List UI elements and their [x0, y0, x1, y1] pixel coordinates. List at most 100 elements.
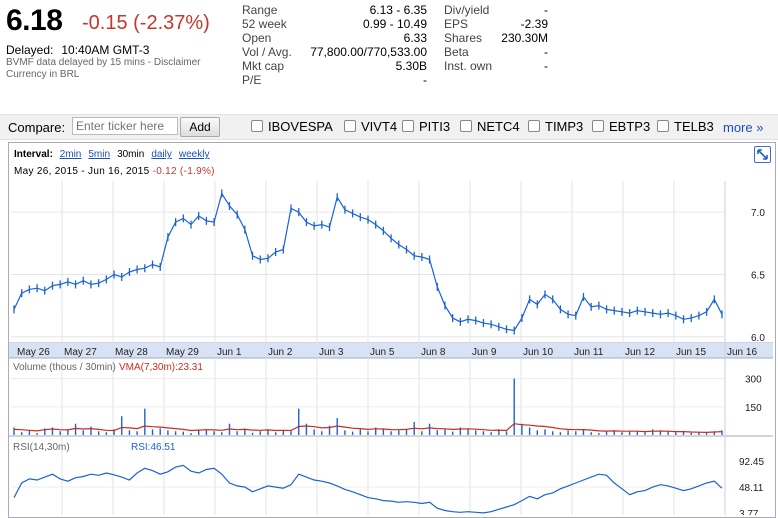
compare-ticker-piti3[interactable]: PITI3: [402, 119, 450, 135]
stat-row: EPS -2.39: [444, 17, 548, 31]
add-ticker-button[interactable]: Add: [180, 117, 220, 137]
range-end: Jun 16, 2015: [88, 166, 150, 177]
date-tick-label: May 28: [115, 347, 148, 358]
expand-icon[interactable]: [754, 146, 771, 163]
stat-label: Shares: [444, 31, 483, 45]
ticker-label: TIMP3: [545, 119, 584, 134]
stat-value: 6.33: [403, 31, 427, 45]
checkbox-icon[interactable]: [592, 120, 604, 132]
delayed-label: Delayed:: [6, 43, 54, 57]
stat-value: 230.30M: [501, 31, 548, 45]
date-tick-label: Jun 15: [676, 347, 706, 358]
date-tick-label: Jun 10: [523, 347, 553, 358]
checkbox-icon[interactable]: [460, 120, 472, 132]
date-tick-label: Jun 9: [472, 347, 497, 358]
date-tick-label: May 26: [17, 347, 50, 358]
date-tick-label: Jun 16: [727, 347, 757, 358]
checkbox-icon[interactable]: [528, 120, 540, 132]
stat-value: -2.39: [520, 17, 548, 31]
ticker-label: VIVT4: [361, 119, 398, 134]
disclaimer: BVMF data delayed by 15 mins - Disclaime…: [6, 57, 236, 81]
compare-ticker-vivt4[interactable]: VIVT4: [344, 119, 397, 135]
date-tick-label: Jun 8: [421, 347, 446, 358]
chart-canvas[interactable]: May 26 May 27 May 28 May 29 Jun 1 Jun 2 Jun 3 J…: [9, 143, 773, 515]
ticker-input[interactable]: [72, 117, 178, 135]
compare-ticker-telb3[interactable]: TELB3: [657, 119, 714, 135]
vma-legend: VMA(7,30m):23.31: [119, 362, 203, 373]
stat-row: Vol / Avg. 77,800.00/770,533.00: [242, 45, 427, 59]
stat-row: Div/yield -: [444, 3, 548, 17]
stat-row: Range 6.13 - 6.35: [242, 3, 427, 17]
stats-table-right: Div/yield - EPS -2.39 Shares 230.30M Beta - …: [444, 3, 548, 73]
stat-value: -: [544, 3, 548, 17]
checkbox-icon[interactable]: [657, 120, 669, 132]
interval-option-2min[interactable]: 2min: [59, 149, 82, 160]
checkbox-icon[interactable]: [402, 120, 414, 132]
range-start: May 26, 2015: [14, 166, 79, 177]
interval-option-30min[interactable]: 30min: [117, 149, 145, 160]
vma-line: [13, 423, 723, 434]
range-sep: -: [81, 166, 85, 177]
stat-label: Inst. own: [444, 59, 493, 73]
date-range: May 26, 2015 - Jun 16, 2015 -0.12 (-1.9%…: [14, 166, 215, 177]
stat-label: Mkt cap: [242, 59, 285, 73]
checkbox-icon[interactable]: [251, 120, 263, 132]
stat-value: 77,800.00/770,533.00: [310, 45, 427, 59]
date-tick-label: May 27: [64, 347, 97, 358]
date-tick-label: Jun 2: [268, 347, 293, 358]
interval-option-weekly[interactable]: weekly: [178, 149, 210, 160]
rsi-legend: RSI:46.51: [131, 442, 176, 453]
disclaimer-text[interactable]: BVMF data delayed by 15 mins - Disclaime…: [6, 57, 201, 68]
stat-row: P/E -: [242, 73, 427, 87]
interval-selector: Interval: 2min 5min 30min daily weekly: [14, 149, 216, 160]
volume-tick-label: 150: [745, 403, 762, 414]
compare-ticker-ebtp3[interactable]: EBTP3: [592, 119, 650, 135]
stat-label: Div/yield: [444, 3, 490, 17]
ticker-label: NETC4: [477, 119, 520, 134]
stat-row: Mkt cap 5.30B: [242, 59, 427, 73]
stat-value: -: [544, 59, 548, 73]
rsi-tick-label: 3.77: [739, 509, 759, 515]
volume-title: Volume (thous / 30min): [13, 362, 116, 373]
delayed-info: Delayed: 10:40AM GMT-3: [6, 43, 149, 57]
checkbox-icon[interactable]: [344, 120, 356, 132]
date-tick-label: Jun 3: [319, 347, 344, 358]
stat-value: 0.99 - 10.49: [362, 17, 427, 31]
price-tick-label: 7.0: [751, 208, 765, 219]
interval-option-daily[interactable]: daily: [151, 149, 172, 160]
interval-option-5min[interactable]: 5min: [88, 149, 111, 160]
stat-row: Beta -: [444, 45, 548, 59]
chart-panel: Interval: 2min 5min 30min daily weekly May 2…: [8, 142, 776, 518]
stat-label: 52 week: [242, 17, 287, 31]
delayed-time: 10:40AM GMT-3: [61, 43, 150, 57]
expand-icon-glyph: [757, 149, 768, 160]
range-change: -0.12 (-1.9%): [152, 166, 215, 177]
interval-label: Interval:: [14, 149, 53, 160]
interval-options: 2min 5min 30min daily weekly: [60, 149, 217, 160]
date-tick-label: Jun 5: [370, 347, 395, 358]
ticker-label: TELB3: [674, 119, 714, 134]
compare-bar: Compare: Add IBOVESPA VIVT4 PITI3 NETC4 TIMP…: [0, 114, 778, 140]
ticker-label: EBTP3: [609, 119, 651, 134]
volume-tick-label: 300: [745, 375, 762, 386]
date-tick-label: May 29: [166, 347, 199, 358]
stat-label: Range: [242, 3, 278, 17]
date-tick-label: Jun 1: [217, 347, 242, 358]
stat-row: Open 6.33: [242, 31, 427, 45]
compare-ticker-netc4[interactable]: NETC4: [460, 119, 520, 135]
more-tickers-link[interactable]: more »: [723, 120, 764, 135]
rsi-tick-label: 92.45: [739, 457, 764, 468]
currency-text: Currency in BRL: [6, 69, 80, 80]
stat-label: Open: [242, 31, 272, 45]
date-axis-band: [9, 343, 773, 358]
ticker-label: IBOVESPA: [268, 119, 333, 134]
stat-label: P/E: [242, 73, 262, 87]
stat-value: 5.30B: [395, 59, 427, 73]
stat-value: -: [423, 73, 427, 87]
stat-value: -: [544, 45, 548, 59]
compare-label: Compare:: [8, 120, 66, 135]
stats-table-left: Range 6.13 - 6.35 52 week 0.99 - 10.49 Ope…: [242, 3, 427, 87]
stat-row: Inst. own -: [444, 59, 548, 73]
compare-ticker-timp3[interactable]: TIMP3: [528, 119, 583, 135]
compare-ticker-ibovespa[interactable]: IBOVESPA: [251, 119, 333, 135]
